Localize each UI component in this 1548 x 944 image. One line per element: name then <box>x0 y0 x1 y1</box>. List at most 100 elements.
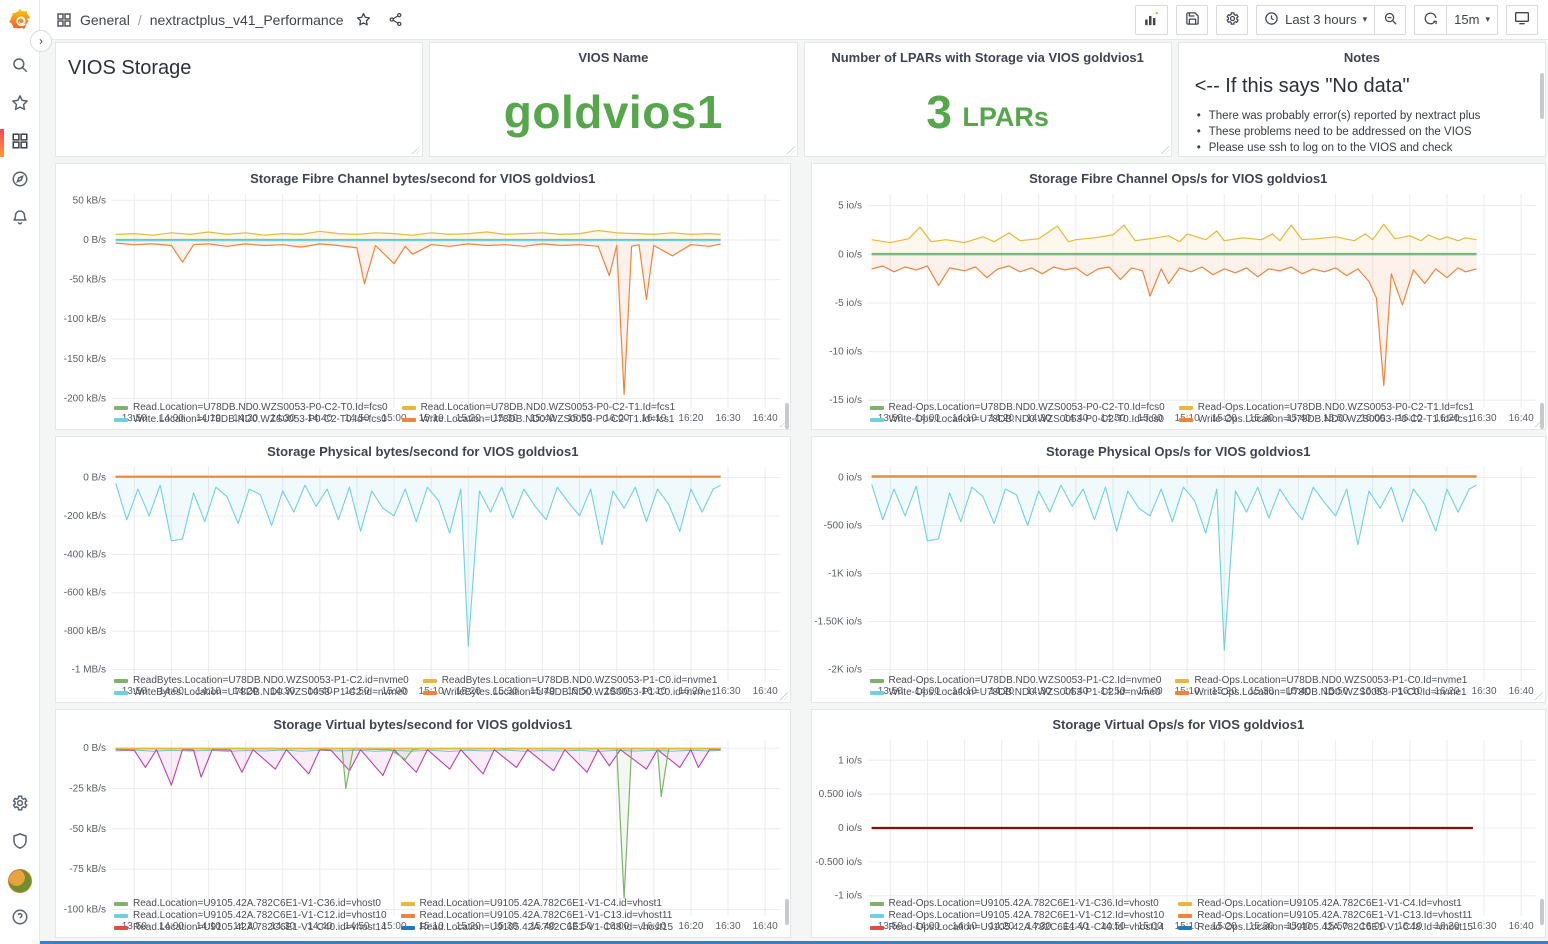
legend-item[interactable]: Read-Ops.Location=U78DB.ND0.WZS0053-P0-C… <box>1178 402 1474 413</box>
panel-resize-handle[interactable] <box>779 419 788 427</box>
panel-resize-handle[interactable] <box>1535 419 1543 427</box>
legend-item[interactable]: ReadBytes.Location=U78DB.ND0.WZS0053-P1-… <box>114 675 409 686</box>
panel-resize-handle[interactable] <box>779 692 788 700</box>
sidebar-expand-button[interactable]: › <box>30 30 52 52</box>
panel-resize-handle[interactable] <box>1535 692 1543 700</box>
legend-series-label: Read-Ops.Location=U9105.42A.782C6E1-V1-C… <box>1197 922 1473 933</box>
compass-icon <box>11 170 29 193</box>
breadcrumb-dashboard[interactable]: nextractplus_v41_Performance <box>149 11 344 28</box>
legend-scrollbar[interactable] <box>784 403 789 429</box>
svg-text:-0.500 io/s: -0.500 io/s <box>815 857 862 868</box>
sidebar-item-alerting[interactable] <box>0 200 40 238</box>
legend-item[interactable]: Write-Ops.Location=U78DB.ND0.WZS0053-P0-… <box>869 414 1165 425</box>
svg-text:16:20: 16:20 <box>678 686 703 697</box>
sidebar-item-profile[interactable] <box>0 862 40 900</box>
legend-item[interactable]: Read.Location=U9105.42A.782C6E1-V1-C40.i… <box>114 922 387 933</box>
panel-resize-handle[interactable] <box>412 146 421 154</box>
kiosk-mode-button[interactable] <box>1506 4 1538 35</box>
legend-series-marker <box>114 925 128 930</box>
legend-item[interactable]: WriteBytes.Location=U78DB.ND0.WZS0053-P1… <box>114 687 409 698</box>
legend-item[interactable]: Read-Ops.Location=U9105.42A.782C6E1-V1-C… <box>1178 910 1473 921</box>
panel-title[interactable]: Notes <box>1343 49 1380 65</box>
chevron-down-icon: ▾ <box>1362 14 1368 24</box>
panel-resize-handle[interactable] <box>786 146 795 154</box>
legend-series-marker <box>1178 405 1193 410</box>
refresh-button[interactable] <box>1414 4 1447 35</box>
sidebar-item-dashboards[interactable] <box>0 124 40 162</box>
legend-item[interactable]: Read-Ops.Location=U9105.42A.782C6E1-V1-C… <box>869 898 1165 909</box>
panel-title[interactable]: Storage Virtual bytes/second for VIOS go… <box>273 716 573 732</box>
chart-plot-area[interactable]: 13:50 14:00 14:10 14:20 14:30 14:40 14:50 15:00… <box>56 461 790 697</box>
svg-text:-50 kB/s: -50 kB/s <box>69 275 106 286</box>
sidebar-item-configuration[interactable] <box>0 786 40 824</box>
legend-item[interactable]: Read-Ops.Location=U9105.42A.782C6E1-V1-C… <box>869 910 1165 921</box>
legend-item[interactable]: Read-Ops.Location=U9105.42A.782C6E1-V1-C… <box>1178 898 1473 909</box>
sidebar-item-explore[interactable] <box>0 162 40 200</box>
sidebar-item-help[interactable] <box>0 900 40 938</box>
legend-item[interactable]: Read.Location=U9105.42A.782C6E1-V1-C36.i… <box>114 898 387 909</box>
legend-series-marker <box>114 913 128 918</box>
bottom-scrollbar[interactable] <box>40 941 1548 944</box>
svg-text:-5 io/s: -5 io/s <box>834 298 861 309</box>
chart-plot-area[interactable]: 13:50 14:00 14:10 14:20 14:30 14:40 14:50 15:00… <box>812 734 1546 932</box>
svg-text:-600 kB/s: -600 kB/s <box>64 588 106 599</box>
panel-title[interactable]: Storage Fibre Channel Ops/s for VIOS gol… <box>1029 170 1328 186</box>
share-icon[interactable] <box>383 8 407 32</box>
legend-item[interactable]: Read.Location=U9105.42A.782C6E1-V1-C12.i… <box>114 910 387 921</box>
save-dashboard-button[interactable] <box>1176 4 1209 35</box>
sidebar-item-search[interactable] <box>0 48 40 86</box>
chart-plot-area[interactable]: 13:50 14:00 14:10 14:20 14:30 14:40 14:50 15:00… <box>56 188 790 424</box>
notes-scrollbar[interactable] <box>1540 73 1544 119</box>
legend-item[interactable]: Read-Ops.Location=U9105.42A.782C6E1-V1-C… <box>1178 922 1473 933</box>
legend-item[interactable]: Write-Ops.Location=U78DB.ND0.WZS0053-P1-… <box>1175 687 1467 698</box>
notes-bullet: There was probably error(s) reported by … <box>1195 108 1539 124</box>
legend-item[interactable]: Read-Ops.Location=U78DB.ND0.WZS0053-P1-C… <box>869 675 1161 686</box>
svg-text:0 B/s: 0 B/s <box>83 235 106 246</box>
legend-item[interactable]: Write-Ops.Location=U78DB.ND0.WZS0053-P0-… <box>1178 414 1474 425</box>
refresh-interval-picker[interactable]: 15m ▾ <box>1446 4 1498 35</box>
zoom-out-time-button[interactable] <box>1374 4 1407 35</box>
chart-plot-area[interactable]: 13:50 14:00 14:10 14:20 14:30 14:40 14:50 15:00… <box>812 461 1546 697</box>
legend-series-label: Read-Ops.Location=U78DB.ND0.WZS0053-P0-C… <box>888 402 1165 413</box>
dashboard-settings-button[interactable] <box>1216 4 1249 35</box>
legend-item[interactable]: Read.Location=U9105.42A.782C6E1-V1-C13.i… <box>400 910 674 921</box>
panel-chart-virtual-ops: Storage Virtual Ops/s for VIOS goldvios1… <box>810 709 1546 938</box>
panel-title[interactable]: VIOS Name <box>578 49 649 65</box>
legend-item[interactable]: Read-Ops.Location=U9105.42A.782C6E1-V1-C… <box>869 922 1164 933</box>
legend-item[interactable]: Read-Ops.Location=U78DB.ND0.WZS0053-P1-C… <box>1175 675 1467 686</box>
sidebar-item-starred[interactable] <box>0 86 40 124</box>
legend-scrollbar[interactable] <box>1540 899 1544 925</box>
svg-text:14:40: 14:40 <box>1063 413 1088 424</box>
legend-item[interactable]: Write.Location=U78DB.ND0.WZS0053-P0-C2-T… <box>114 414 388 425</box>
breadcrumb-section[interactable]: General <box>80 11 130 28</box>
panel-title[interactable]: Storage Virtual Ops/s for VIOS goldvios1 <box>1052 716 1305 732</box>
panel-title[interactable]: Storage Fibre Channel bytes/second for V… <box>250 170 596 186</box>
legend-item[interactable]: Read-Ops.Location=U78DB.ND0.WZS0053-P0-C… <box>869 402 1165 413</box>
grafana-logo[interactable] <box>0 0 40 40</box>
legend-item[interactable]: Read.Location=U9105.42A.782C6E1-V1-C48.i… <box>400 922 673 933</box>
panel-resize-handle[interactable] <box>1160 146 1169 154</box>
legend-scrollbar[interactable] <box>1540 403 1544 429</box>
star-dashboard-button[interactable] <box>351 8 375 32</box>
panel-chart-physical-bytes: Storage Physical bytes/second for VIOS g… <box>55 436 791 703</box>
legend-item[interactable]: ReadBytes.Location=U78DB.ND0.WZS0053-P1-… <box>422 675 717 686</box>
panel-title[interactable]: Number of LPARs with Storage via VIOS go… <box>831 49 1144 65</box>
sidebar-item-server-admin[interactable] <box>0 824 40 862</box>
legend-item[interactable]: Read.Location=U78DB.ND0.WZS0053-P0-C2-T0… <box>114 402 388 413</box>
chart-plot-area[interactable]: 13:50 14:00 14:10 14:20 14:30 14:40 14:50 15:00… <box>812 188 1546 424</box>
legend-scrollbar[interactable] <box>784 899 789 925</box>
legend-item[interactable]: Write-Ops.Location=U78DB.ND0.WZS0053-P1-… <box>869 687 1162 698</box>
legend-series-label: Read-Ops.Location=U9105.42A.782C6E1-V1-C… <box>888 910 1165 921</box>
legend-item[interactable]: Write.Location=U78DB.ND0.WZS0053-P0-C2-T… <box>401 414 676 425</box>
panel-title[interactable]: Storage Physical Ops/s for VIOS goldvios… <box>1046 443 1311 459</box>
panel-chart-physical-ops: Storage Physical Ops/s for VIOS goldvios… <box>810 436 1546 703</box>
chart-plot-area[interactable]: 13:50 14:00 14:10 14:20 14:30 14:40 14:50 15:00… <box>56 734 790 932</box>
time-range-picker[interactable]: Last 3 hours ▾ <box>1256 4 1375 35</box>
legend-item[interactable]: Read.Location=U9105.42A.782C6E1-V1-C4.id… <box>400 898 674 909</box>
legend-item[interactable]: WriteBytes.Location=U78DB.ND0.WZS0053-P1… <box>422 687 718 698</box>
add-panel-button[interactable] <box>1135 4 1169 35</box>
legend-series-label: Read.Location=U9105.42A.782C6E1-V1-C4.id… <box>419 898 662 909</box>
svg-text:16:10: 16:10 <box>641 413 666 424</box>
legend-item[interactable]: Read.Location=U78DB.ND0.WZS0053-P0-C2-T1… <box>401 402 675 413</box>
panel-title[interactable]: Storage Physical bytes/second for VIOS g… <box>267 443 579 459</box>
